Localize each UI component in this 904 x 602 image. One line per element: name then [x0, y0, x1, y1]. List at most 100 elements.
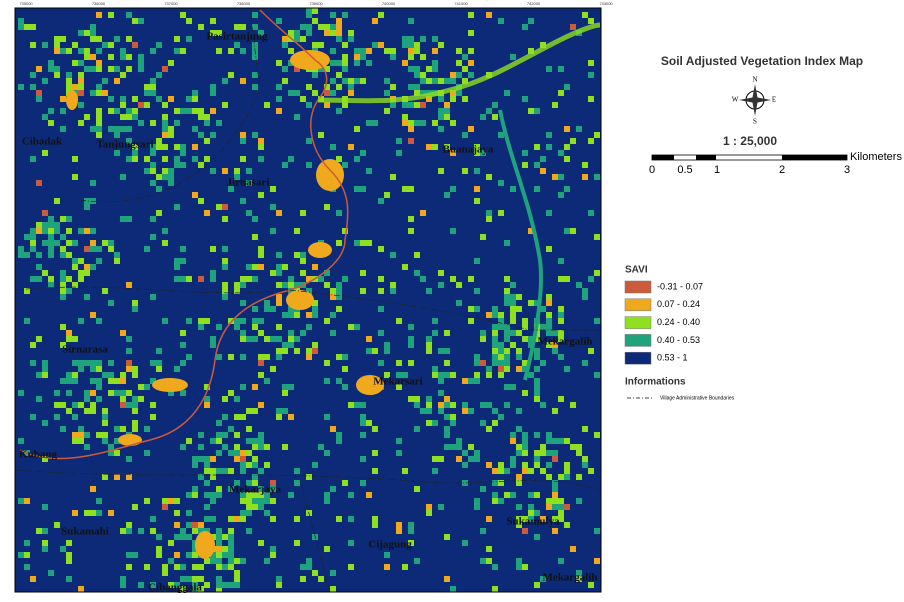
raster-cell — [498, 468, 504, 474]
raster-cell — [228, 186, 234, 192]
raster-cell — [336, 378, 342, 384]
raster-cell — [408, 342, 414, 348]
raster-cell — [354, 48, 360, 54]
raster-cell — [228, 48, 234, 54]
raster-cell — [204, 120, 210, 126]
raster-cell — [492, 564, 498, 570]
raster-cell — [414, 558, 420, 564]
raster-cell — [324, 414, 330, 420]
raster-cell — [108, 444, 114, 450]
raster-cell — [180, 12, 186, 18]
raster-cell — [120, 576, 126, 582]
raster-cell — [60, 96, 66, 102]
scale-label: 1 — [714, 164, 720, 176]
raster-cell — [522, 360, 528, 366]
raster-cell — [498, 132, 504, 138]
raster-cell — [150, 402, 156, 408]
raster-cell — [192, 552, 198, 558]
raster-cell — [228, 72, 234, 78]
raster-cell — [408, 336, 414, 342]
river-bank — [317, 22, 601, 104]
raster-cell — [126, 390, 132, 396]
raster-cell — [336, 288, 342, 294]
village-label: Sukamulya — [506, 516, 560, 528]
raster-cell — [366, 240, 372, 246]
raster-cell — [588, 60, 594, 66]
raster-cell — [90, 390, 96, 396]
raster-cell — [162, 174, 168, 180]
raster-cell — [216, 48, 222, 54]
raster-cell — [408, 360, 414, 366]
raster-cell — [210, 90, 216, 96]
raster-cell — [72, 60, 78, 66]
raster-cell — [186, 492, 192, 498]
raster-cell — [150, 90, 156, 96]
raster-cell — [66, 72, 72, 78]
scale-label: 0.5 — [677, 164, 692, 176]
raster-cell — [498, 180, 504, 186]
raster-cell — [132, 372, 138, 378]
raster-cell — [342, 78, 348, 84]
raster-patch — [286, 290, 314, 310]
raster-cell — [210, 516, 216, 522]
raster-cell — [540, 468, 546, 474]
raster-cell — [300, 36, 306, 42]
raster-cell — [270, 552, 276, 558]
scale-label: 2 — [779, 164, 785, 176]
raster-cell — [42, 528, 48, 534]
raster-cell — [366, 348, 372, 354]
raster-cell — [390, 54, 396, 60]
village-label: Mekarjaya — [229, 484, 281, 496]
raster-cell — [504, 330, 510, 336]
raster-cell — [132, 504, 138, 510]
raster-cell — [468, 48, 474, 54]
raster-cell — [480, 330, 486, 336]
raster-cell — [216, 324, 222, 330]
raster-cell — [138, 66, 144, 72]
raster-cell — [408, 396, 414, 402]
raster-cell — [558, 306, 564, 312]
raster-cell — [60, 36, 66, 42]
raster-cell — [90, 66, 96, 72]
raster-cell — [186, 576, 192, 582]
raster-cell — [108, 450, 114, 456]
raster-cell — [210, 336, 216, 342]
raster-cell — [534, 510, 540, 516]
raster-cell — [456, 300, 462, 306]
raster-cell — [306, 102, 312, 108]
raster-cell — [132, 18, 138, 24]
village-label: Mekargalih — [543, 572, 598, 584]
raster-cell — [90, 24, 96, 30]
raster-cell — [18, 552, 24, 558]
raster-cell — [408, 36, 414, 42]
raster-cell — [126, 156, 132, 162]
raster-cell — [102, 420, 108, 426]
raster-cell — [528, 336, 534, 342]
raster-cell — [216, 486, 222, 492]
raster-cell — [42, 546, 48, 552]
raster-cell — [258, 444, 264, 450]
raster-cell — [60, 288, 66, 294]
raster-cell — [84, 510, 90, 516]
raster-cell — [564, 366, 570, 372]
raster-cell — [378, 198, 384, 204]
raster-cell — [192, 456, 198, 462]
raster-cell — [30, 342, 36, 348]
raster-cell — [432, 48, 438, 54]
raster-cell — [330, 12, 336, 18]
raster-cell — [252, 276, 258, 282]
compass-letter: S — [753, 118, 757, 126]
legend-swatch — [624, 316, 652, 329]
raster-cell — [120, 72, 126, 78]
raster-cell — [144, 426, 150, 432]
raster-cell — [252, 480, 258, 486]
raster-cell — [204, 528, 210, 534]
raster-cell — [546, 312, 552, 318]
raster-cell — [468, 306, 474, 312]
raster-cell — [450, 420, 456, 426]
raster-cell — [516, 294, 522, 300]
raster-cell — [84, 294, 90, 300]
raster-cell — [174, 36, 180, 42]
raster-cell — [234, 570, 240, 576]
raster-cell — [582, 162, 588, 168]
